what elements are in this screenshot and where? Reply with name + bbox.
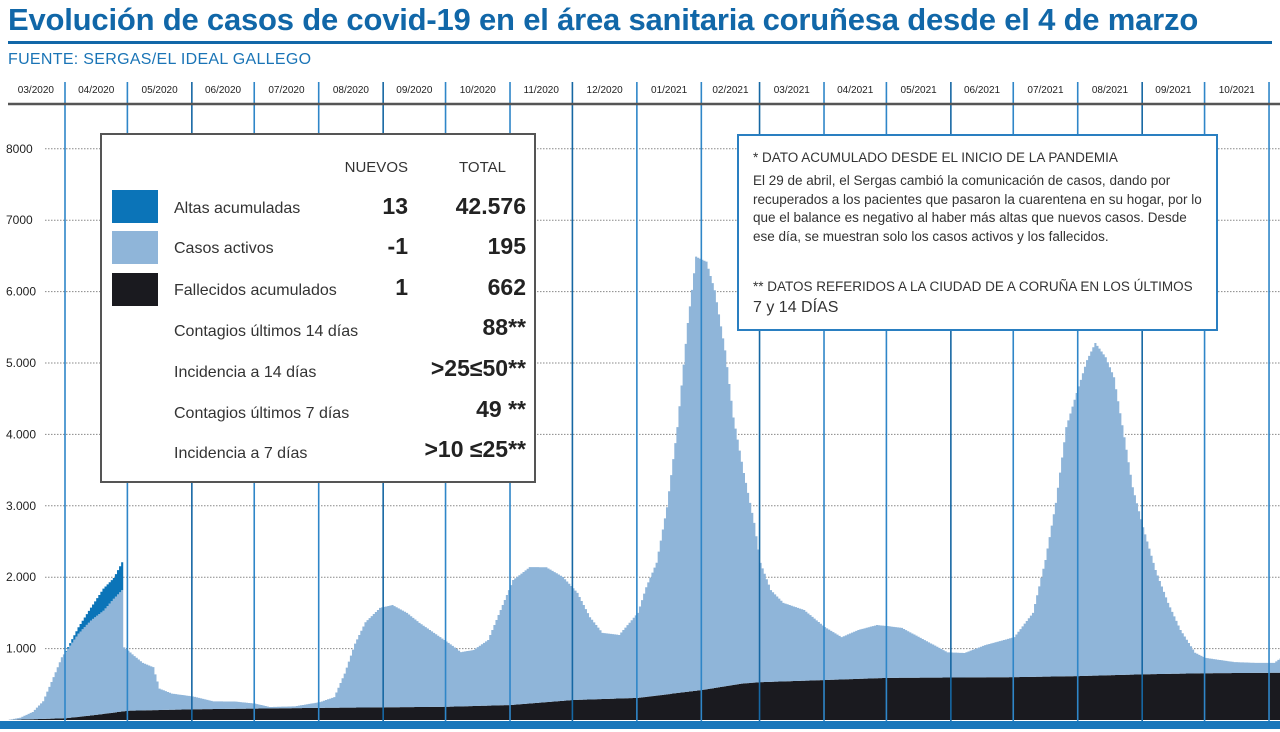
x-tick-label: 02/2021 — [712, 85, 749, 96]
x-tick-label: 10/2021 — [1219, 85, 1256, 96]
x-tick-label: 01/2021 — [651, 85, 688, 96]
bottom-bar — [0, 721, 1280, 729]
note-heading-2: ** DATOS REFERIDOS A LA CIUDAD DE A CORU… — [753, 279, 1193, 294]
y-tick-label: 5.000 — [6, 356, 36, 370]
legend-summary-box: NUEVOS TOTAL Altas acumuladas 13 42.576 … — [100, 133, 536, 483]
label-incidencia-7: Incidencia a 7 días — [174, 445, 308, 462]
swatch-fallecidos — [112, 273, 158, 306]
header-total: TOTAL — [459, 159, 506, 176]
y-tick-label: 3.000 — [6, 499, 36, 513]
y-tick-label: 7000 — [6, 213, 33, 227]
y-tick-label: 8000 — [6, 142, 33, 156]
label-contagios-7: Contagios últimos 7 días — [174, 405, 350, 422]
swatch-altas — [112, 190, 158, 223]
x-tick-label: 09/2020 — [396, 85, 433, 96]
label-incidencia-14: Incidencia a 14 días — [174, 364, 317, 381]
x-tick-label: 04/2021 — [837, 85, 874, 96]
label-activos: Casos activos — [174, 240, 274, 257]
x-tick-label: 07/2020 — [268, 85, 305, 96]
header-new: NUEVOS — [344, 159, 408, 176]
y-axis: 1.000 2.000 3.000 4.000 5.000 6.000 7000 8000 — [6, 142, 36, 656]
x-tick-label: 11/2020 — [524, 85, 560, 96]
new-activos: -1 — [387, 233, 408, 259]
x-tick-label: 10/2020 — [460, 85, 497, 96]
total-fallecidos: 662 — [487, 274, 526, 300]
x-tick-label: 03/2021 — [774, 85, 811, 96]
x-axis: 03/2020 04/2020 05/2020 06/2020 07/2020 08/20… — [8, 85, 1280, 106]
x-tick-label: 07/2021 — [1027, 85, 1064, 96]
value-contagios-14: 88** — [482, 314, 526, 340]
x-tick-label: 05/2021 — [901, 85, 938, 96]
y-tick-label: 2.000 — [6, 570, 36, 584]
area-fallecidos-acumulados — [6, 672, 1280, 720]
y-tick-label: 6.000 — [6, 285, 36, 299]
note-heading-2-cont: 7 y 14 DÍAS — [753, 299, 839, 316]
total-activos: 195 — [487, 233, 526, 259]
new-fallecidos: 1 — [395, 274, 408, 300]
stacked-areas — [6, 256, 1280, 720]
x-tick-label: 06/2020 — [205, 85, 242, 96]
swatch-activos — [112, 231, 158, 264]
y-tick-label: 4.000 — [6, 427, 36, 441]
x-tick-label: 03/2020 — [18, 85, 55, 96]
chart-title: Evolución de casos de covid-19 en el áre… — [8, 2, 1199, 37]
value-incidencia-14: >25≤50** — [430, 355, 526, 381]
label-altas: Altas acumuladas — [174, 200, 301, 217]
x-tick-label: 05/2020 — [142, 85, 179, 96]
notes-box: * DATO ACUMULADO DESDE EL INICIO DE LA P… — [737, 134, 1218, 331]
new-altas: 13 — [382, 193, 408, 219]
x-tick-label: 04/2020 — [78, 85, 115, 96]
value-contagios-7: 49 ** — [476, 396, 526, 422]
label-fallecidos: Fallecidos acumulados — [174, 282, 337, 299]
value-incidencia-7: >10 ≤25** — [424, 436, 526, 462]
total-altas: 42.576 — [455, 193, 526, 219]
note-heading-1: * DATO ACUMULADO DESDE EL INICIO DE LA P… — [753, 150, 1118, 165]
title-underline — [8, 41, 1272, 44]
source-label: FUENTE: SERGAS/EL IDEAL GALLEGO — [8, 51, 312, 68]
label-contagios-14: Contagios últimos 14 días — [174, 323, 359, 340]
y-tick-label: 1.000 — [6, 642, 36, 656]
area-casos-activos — [6, 256, 1280, 720]
x-tick-label: 08/2021 — [1092, 85, 1129, 96]
note-paragraph: El 29 de abril, el Sergas cambió la comu… — [753, 173, 1202, 244]
x-tick-label: 08/2020 — [333, 85, 370, 96]
x-tick-label: 06/2021 — [964, 85, 1001, 96]
x-tick-label: 12/2020 — [587, 85, 624, 96]
x-tick-label: 09/2021 — [1155, 85, 1192, 96]
